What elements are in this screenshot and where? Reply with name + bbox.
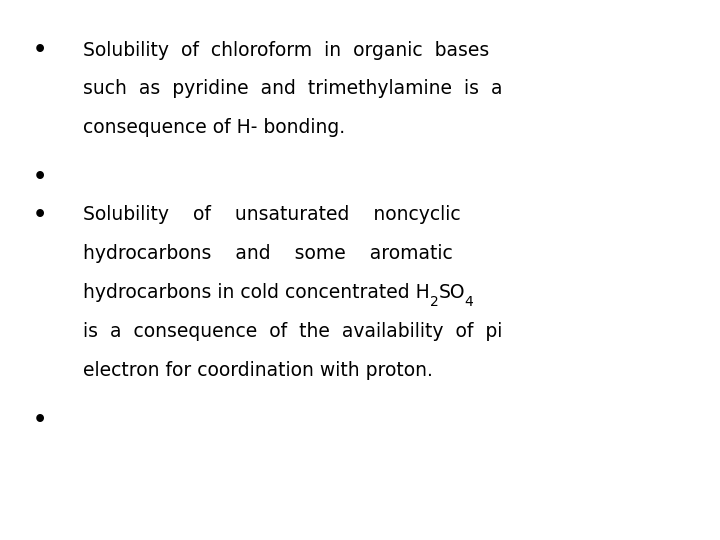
Text: •: •: [32, 167, 47, 187]
Text: •: •: [32, 205, 47, 225]
Text: hydrocarbons in cold concentrated H: hydrocarbons in cold concentrated H: [83, 283, 430, 302]
Text: •: •: [32, 410, 47, 430]
Text: hydrocarbons    and    some    aromatic: hydrocarbons and some aromatic: [83, 244, 453, 263]
Text: Solubility  of  chloroform  in  organic  bases: Solubility of chloroform in organic base…: [83, 40, 489, 59]
Text: consequence of H- bonding.: consequence of H- bonding.: [83, 118, 345, 137]
Text: 2: 2: [430, 295, 438, 309]
Text: electron for coordination with proton.: electron for coordination with proton.: [83, 361, 433, 380]
Text: 4: 4: [465, 295, 474, 309]
Text: SO: SO: [438, 283, 465, 302]
Text: Solubility    of    unsaturated    noncyclic: Solubility of unsaturated noncyclic: [83, 205, 460, 224]
Text: •: •: [32, 40, 47, 60]
Text: is  a  consequence  of  the  availability  of  pi: is a consequence of the availability of …: [83, 322, 502, 341]
Text: such  as  pyridine  and  trimethylamine  is  a: such as pyridine and trimethylamine is a: [83, 79, 503, 98]
